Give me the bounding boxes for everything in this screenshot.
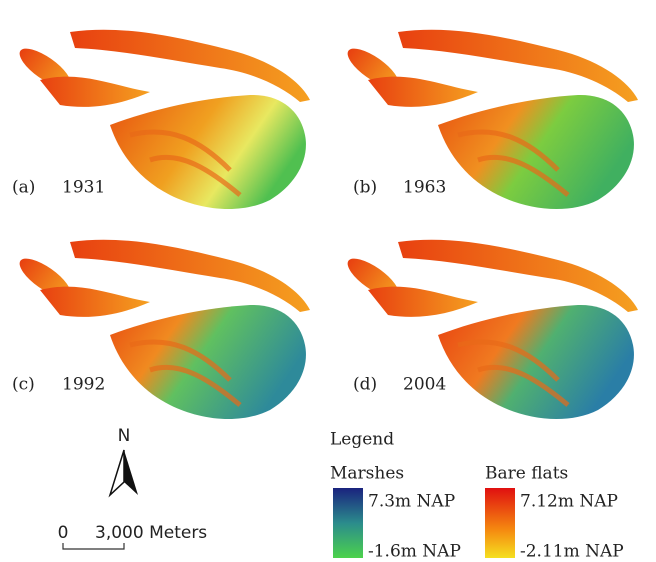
north-arrow: N [108,426,138,498]
marsh-max: 7.3m NAP [368,492,455,512]
panel-year: 1931 [62,178,105,198]
map-panel: (d) 2004 [347,239,638,420]
map-panel: (c) 1992 [12,239,310,420]
north-label: N [118,426,131,446]
mid-flat [40,286,150,317]
mid-flat [40,76,150,107]
upper-flat [398,239,638,312]
bare-ramp [485,488,515,558]
panel-year: 2004 [403,375,446,395]
map-panel: (a) 1931 [12,29,310,210]
marsh-min: -1.6m NAP [368,542,461,562]
scale-line [62,543,125,550]
map-panels: (a) 1931 (b) 1963 (c) 1992 (d) 2004 [12,29,638,420]
map-panel: (b) 1963 [347,29,638,210]
marsh-ramp [333,488,363,558]
upper-flat [70,29,310,102]
panel-year: 1992 [62,375,105,395]
mid-flat [368,286,478,317]
panel-year: 1963 [403,178,446,198]
channel [129,339,242,407]
legend: Legend Marshes Bare flats 7.3m NAP -1.6m… [330,430,624,562]
panel-label: (a) [12,178,35,198]
scale-distance: 3,000 Meters [95,523,207,543]
arrow-right [124,450,138,495]
channel [457,339,570,407]
mid-flat [368,76,478,107]
legend-marshes: Marshes [330,464,404,484]
bare-max: 7.12m NAP [520,492,618,512]
legend-bare-flats: Bare flats [485,464,568,484]
channel [457,129,570,197]
upper-flat [398,29,638,102]
legend-title: Legend [330,430,394,450]
channel [129,129,242,197]
bare-min: -2.11m NAP [520,542,624,562]
scale-zero: 0 [58,523,69,543]
panel-label: (c) [12,375,35,395]
upper-flat [70,239,310,312]
panel-label: (b) [353,178,377,198]
scale-bar: 0 3,000 Meters [58,523,207,550]
arrow-left [108,449,125,498]
panel-label: (d) [353,375,377,395]
